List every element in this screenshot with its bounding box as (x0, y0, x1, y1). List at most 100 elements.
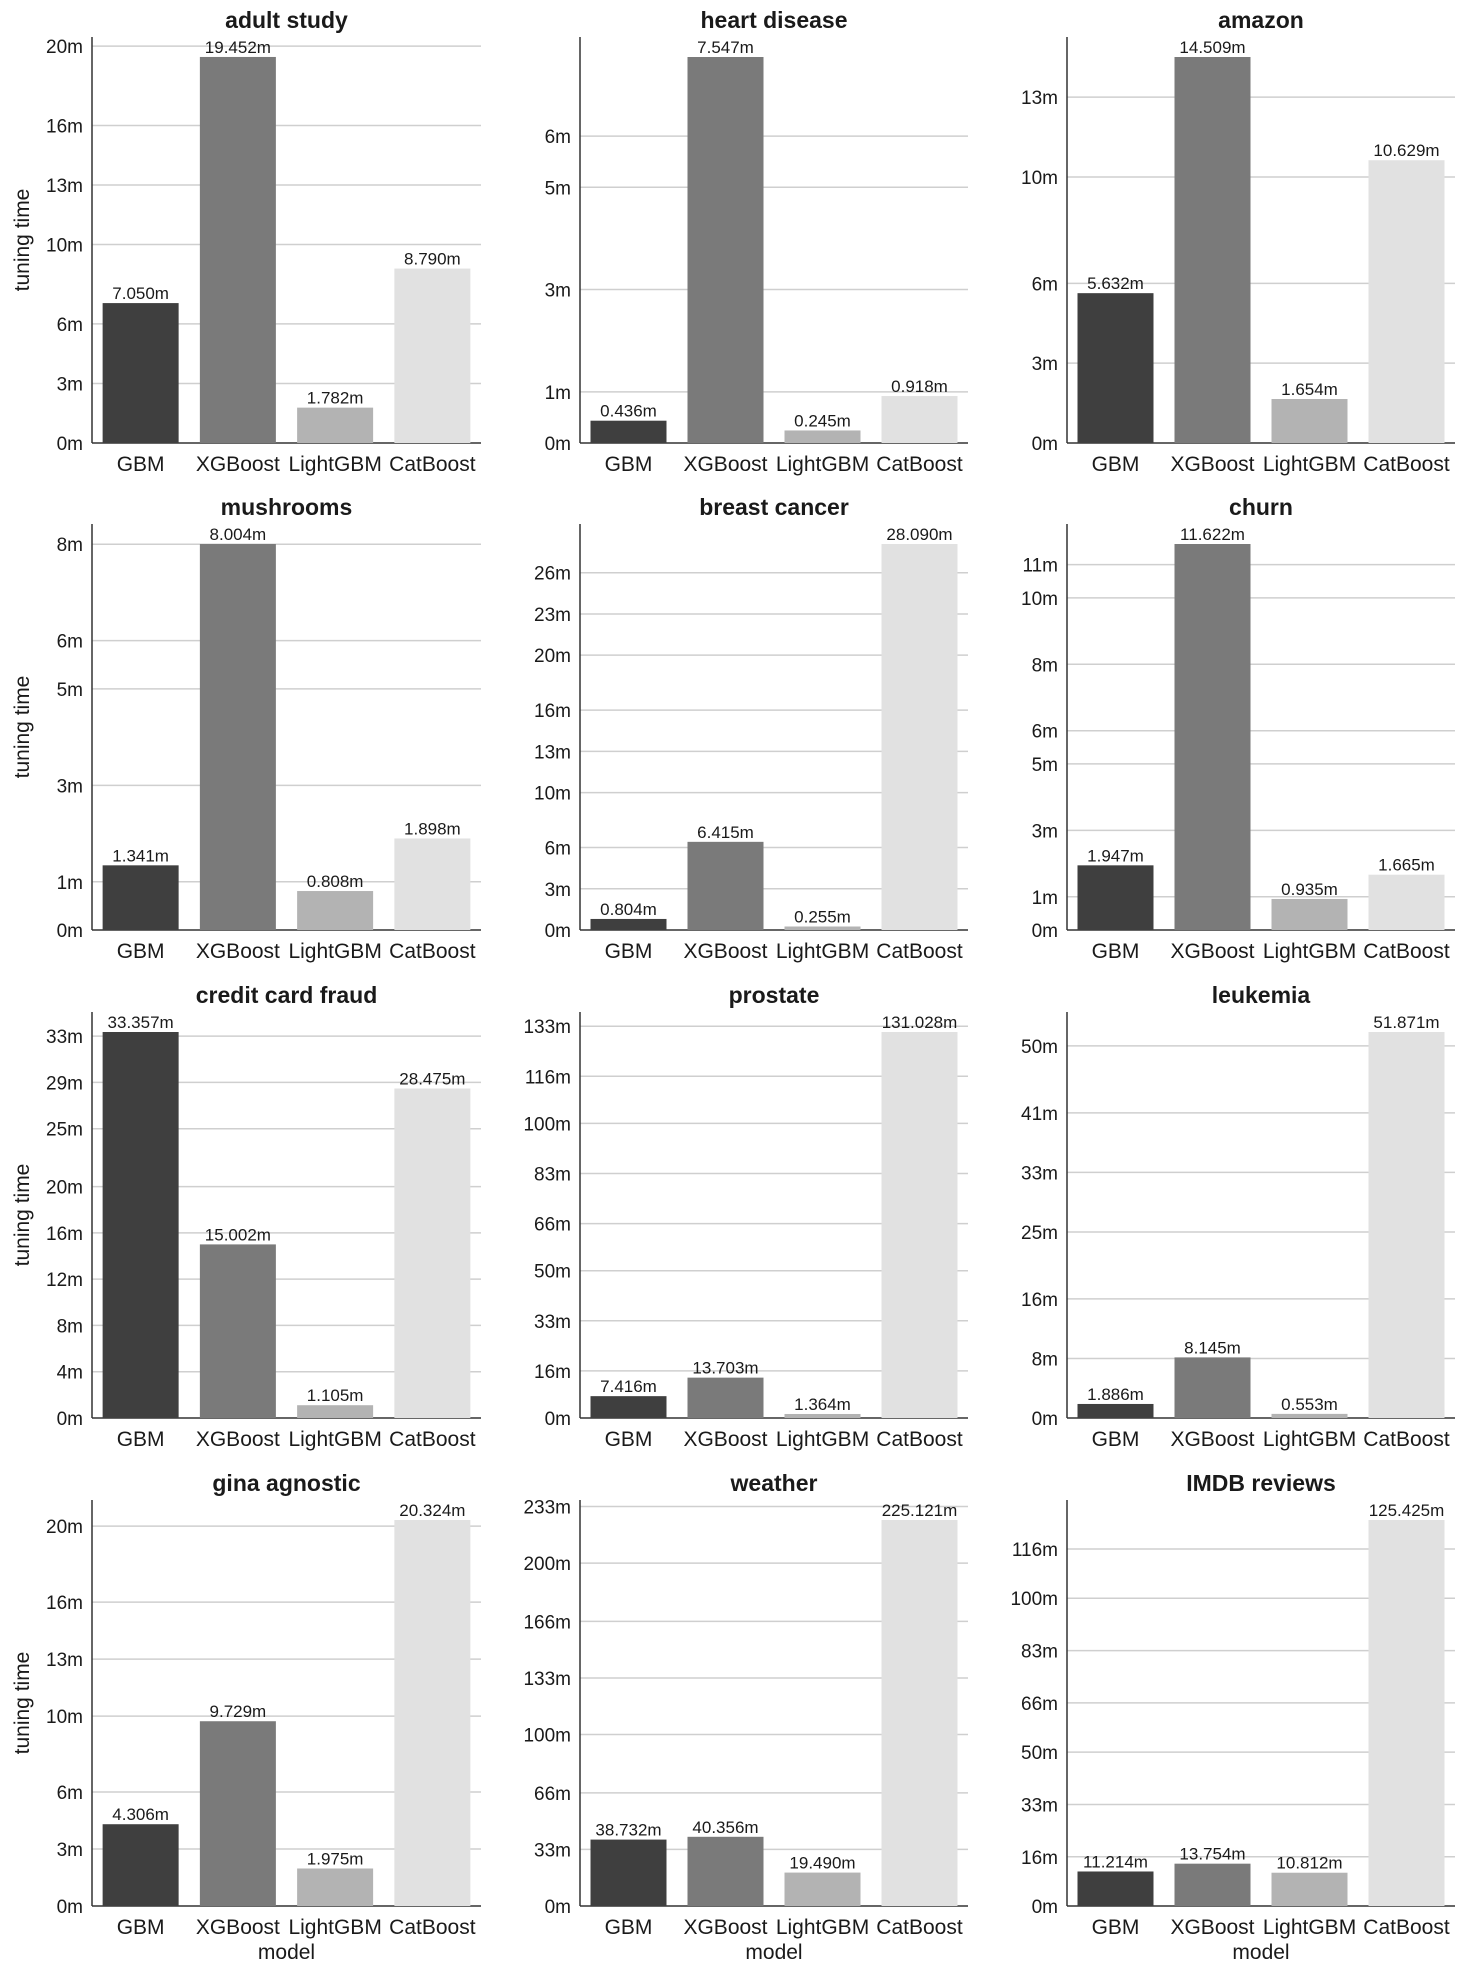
x-tick-label: LightGBM (1263, 940, 1356, 963)
bar (1174, 1863, 1251, 1906)
y-tick-label: 13m (46, 1650, 83, 1671)
x-tick-label: LightGBM (1263, 453, 1356, 476)
y-tick-label: 41m (1021, 1104, 1058, 1125)
data-label: 1.364m (794, 1395, 851, 1414)
bar (881, 396, 958, 443)
bar (1271, 398, 1348, 443)
data-label: 28.090m (886, 525, 952, 544)
bar (394, 1520, 471, 1906)
y-tick-label: 5m (57, 680, 83, 701)
bar (1368, 1032, 1445, 1418)
bar (1368, 160, 1445, 443)
data-label: 8.004m (210, 525, 267, 544)
y-tick-label: 13m (46, 176, 83, 197)
bar (590, 420, 667, 443)
x-tick-label: CatBoost (389, 1916, 476, 1939)
x-tick-label: LightGBM (776, 940, 869, 963)
x-tick-label: LightGBM (776, 1916, 869, 1939)
data-label: 11.622m (1180, 525, 1245, 544)
y-tick-label: 16m (1021, 1290, 1058, 1311)
y-tick-label: 133m (523, 1669, 571, 1690)
y-tick-label: 0m (57, 1897, 83, 1918)
y-tick-label: 16m (46, 116, 83, 137)
y-tick-label: 29m (46, 1073, 83, 1094)
bar (881, 544, 958, 930)
data-label: 1.782m (307, 389, 364, 408)
y-tick-label: 50m (1021, 1743, 1058, 1764)
subplot-title: credit card fraud (196, 982, 378, 1008)
x-tick-label: GBM (117, 453, 165, 476)
data-label: 8.145m (1184, 1338, 1241, 1357)
data-label: 14.509m (1179, 38, 1245, 57)
y-tick-label: 0m (57, 921, 83, 942)
y-tick-label: 83m (534, 1164, 571, 1185)
y-tick-label: 133m (523, 1017, 571, 1038)
y-tick-label: 0m (1032, 1409, 1058, 1430)
bar (102, 865, 179, 930)
x-tick-label: LightGBM (776, 1428, 869, 1451)
bar (102, 1824, 179, 1906)
y-tick-label: 0m (1032, 434, 1058, 455)
y-tick-label: 33m (534, 1312, 571, 1333)
y-tick-label: 3m (57, 776, 83, 797)
x-tick-label: LightGBM (288, 1916, 381, 1939)
y-tick-label: 25m (46, 1120, 83, 1141)
data-label: 51.871m (1373, 1013, 1439, 1032)
y-tick-label: 66m (1021, 1694, 1058, 1715)
data-label: 6.415m (697, 823, 754, 842)
bar (1271, 1413, 1348, 1418)
y-tick-label: 16m (1021, 1848, 1058, 1869)
y-tick-label: 25m (1021, 1223, 1058, 1244)
bar (1174, 544, 1251, 930)
data-label: 1.947m (1087, 846, 1144, 865)
bar (1368, 1520, 1445, 1906)
bar (297, 1405, 374, 1418)
y-tick-label: 0m (57, 1409, 83, 1430)
data-label: 0.804m (600, 900, 657, 919)
bar (297, 407, 374, 443)
data-label: 9.729m (210, 1702, 267, 1721)
bar (881, 1520, 958, 1906)
bar (1174, 57, 1251, 443)
y-tick-label: 6m (57, 1783, 83, 1804)
data-label: 0.255m (794, 907, 851, 926)
bar (590, 1839, 667, 1906)
y-tick-label: 8m (57, 1316, 83, 1337)
x-tick-label: LightGBM (288, 940, 381, 963)
data-label: 40.356m (692, 1818, 758, 1837)
data-label: 19.452m (205, 38, 271, 57)
x-tick-label: XGBoost (683, 1916, 767, 1939)
x-tick-label: CatBoost (1363, 940, 1450, 963)
y-tick-label: 116m (1012, 1540, 1058, 1561)
subplot-title: adult study (225, 7, 348, 33)
data-label: 33.357m (108, 1013, 174, 1032)
y-tick-label: 8m (1032, 655, 1058, 676)
data-label: 8.790m (404, 250, 461, 269)
subplot-title: prostate (729, 982, 820, 1008)
x-tick-label: CatBoost (1363, 1916, 1450, 1939)
x-axis-label: model (258, 1941, 315, 1964)
data-label: 225.121m (882, 1501, 958, 1520)
x-tick-label: XGBoost (196, 1916, 280, 1939)
data-label: 1.105m (307, 1386, 364, 1405)
subplot-title: mushrooms (221, 494, 353, 520)
y-tick-label: 3m (1032, 821, 1058, 842)
bar (1077, 293, 1154, 443)
y-tick-label: 20m (534, 646, 571, 667)
y-tick-label: 0m (545, 1409, 571, 1430)
y-tick-label: 10m (1021, 168, 1058, 189)
y-tick-label: 16m (46, 1593, 83, 1614)
data-label: 1.886m (1087, 1385, 1144, 1404)
y-tick-label: 0m (545, 1897, 571, 1918)
y-tick-label: 33m (534, 1840, 571, 1861)
x-tick-label: GBM (605, 1916, 653, 1939)
x-tick-label: XGBoost (1170, 453, 1254, 476)
x-tick-label: CatBoost (1363, 453, 1450, 476)
bar (199, 56, 276, 444)
x-tick-label: CatBoost (1363, 1428, 1450, 1451)
y-tick-label: 6m (545, 839, 571, 860)
y-tick-label: 1m (545, 383, 571, 404)
bar (687, 1377, 764, 1418)
y-tick-label: 1m (1032, 888, 1058, 909)
